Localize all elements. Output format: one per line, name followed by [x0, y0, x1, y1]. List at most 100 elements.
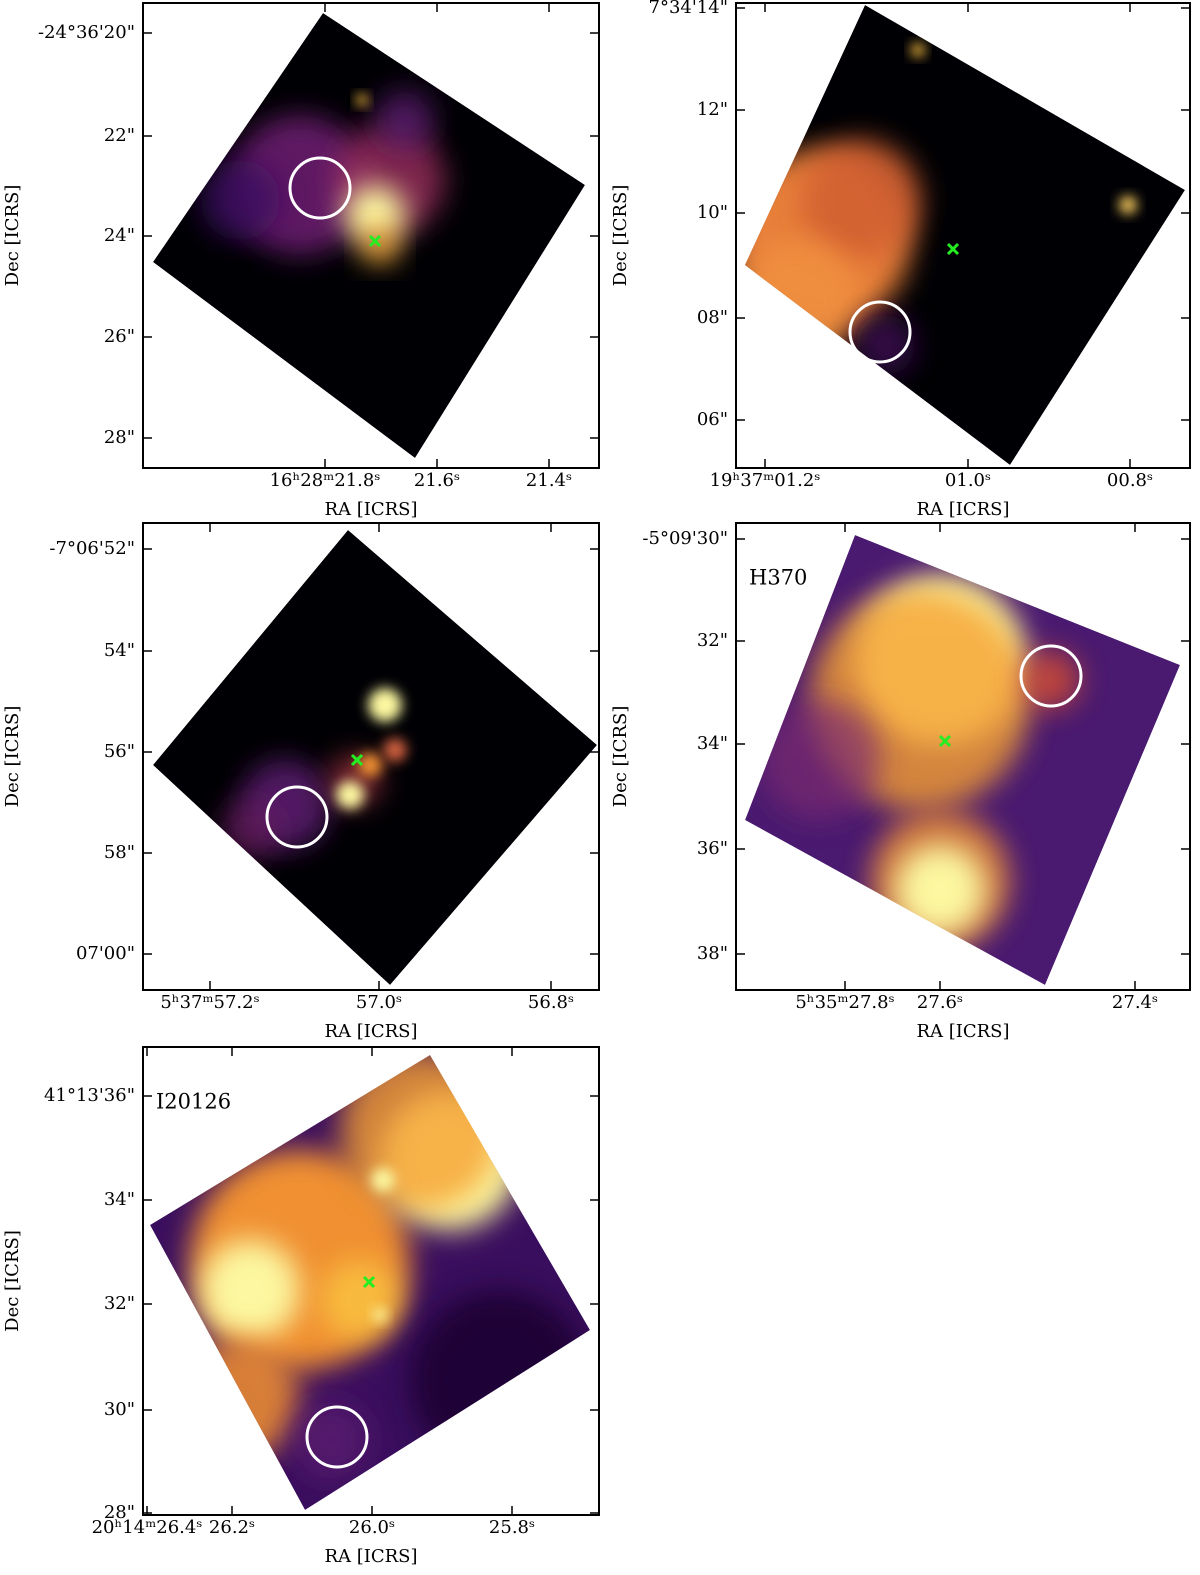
- panel: 7°34'14" 12" 10" 08" 06" 19ʰ37ᵐ01.2ˢ 01.0ˢ 00.8…: [610, 0, 1191, 520]
- x-tick-label: 16ʰ28ᵐ21.8ˢ: [270, 470, 381, 491]
- y-tick-label: -5°09'30": [642, 528, 728, 549]
- aperture: [1019, 644, 1083, 708]
- y-tick-label: -7°06'52": [49, 538, 135, 559]
- x-tick-label: 25.8ˢ: [489, 1517, 535, 1538]
- y-tick-label: 22": [104, 125, 135, 146]
- emission: [200, 1240, 300, 1340]
- emission: [345, 185, 405, 245]
- image: [153, 530, 597, 985]
- y-tick-label: 54": [104, 640, 135, 661]
- y-tick-label: -24°36'20": [38, 22, 135, 43]
- emission: [340, 1055, 500, 1210]
- panel-label: H370: [749, 566, 807, 590]
- source: [373, 1308, 387, 1322]
- x-tick-label: 00.8ˢ: [1107, 470, 1153, 491]
- y-tick-label: 10": [697, 202, 728, 223]
- x-tick-label: 20ʰ14ᵐ26.4ˢ: [92, 1517, 203, 1538]
- protostar-marker: [938, 734, 952, 748]
- source: [358, 753, 382, 777]
- aperture: [265, 785, 329, 849]
- y-tick-label: 06": [697, 409, 728, 430]
- y-axis-label: Dec [ICRS]: [610, 706, 631, 808]
- y-axis-label: Dec [ICRS]: [2, 185, 23, 287]
- x-axis-label: RA [ICRS]: [916, 499, 1009, 520]
- y-tick-label: 32": [104, 1293, 135, 1314]
- image: [745, 5, 1185, 465]
- x-tick-label: 56.8ˢ: [528, 992, 574, 1013]
- y-tick-label: 38": [697, 943, 728, 964]
- panel-label: H153: [156, 566, 214, 590]
- x-tick-label: 27.4ˢ: [1112, 992, 1158, 1013]
- emission: [800, 140, 920, 260]
- emission: [895, 845, 985, 935]
- aperture: [848, 300, 912, 364]
- source: [368, 688, 402, 722]
- emission: [760, 700, 880, 820]
- x-tick-label: 27.6ˢ: [917, 992, 963, 1013]
- x-axis-label: RA [ICRS]: [324, 1546, 417, 1567]
- x-tick-label: 19ʰ37ᵐ01.2ˢ: [710, 470, 821, 491]
- x-tick-label: 5ʰ35ᵐ27.8ˢ: [795, 992, 894, 1013]
- source: [356, 94, 368, 106]
- y-tick-label: 30": [104, 1399, 135, 1420]
- protostar-marker: [362, 1275, 376, 1289]
- frame: [735, 522, 1191, 991]
- emission: [1020, 650, 1080, 710]
- y-tick-label: 07'00": [76, 943, 135, 964]
- x-tick-label: 01.0ˢ: [945, 470, 991, 491]
- y-tick-label: 08": [697, 307, 728, 328]
- image: [153, 13, 585, 458]
- panel: -7°06'52" 54" 56" 58" 07'00" 5ʰ37ᵐ57.2ˢ 57.0ˢ 5…: [2, 522, 600, 1042]
- emission: [320, 1260, 400, 1340]
- y-axis-label: Dec [ICRS]: [2, 706, 23, 808]
- y-tick-label: 12": [697, 99, 728, 120]
- y-tick-label: 41°13'36": [44, 1085, 135, 1106]
- panel-label: I20126: [156, 1090, 231, 1114]
- panel-label: B335: [749, 46, 805, 70]
- protostar-marker: [946, 242, 960, 256]
- image-bg: [745, 5, 1185, 465]
- y-axis-label: Dec [ICRS]: [610, 185, 631, 287]
- x-axis-label: RA [ICRS]: [916, 1021, 1009, 1042]
- x-tick-label: 57.0ˢ: [356, 992, 402, 1013]
- panel: -5°09'30" 32" 34" 36" 38" 5ʰ35ᵐ27.8ˢ 27.6ˢ 27.4…: [610, 522, 1191, 1042]
- y-tick-label: 7°34'14": [649, 0, 729, 18]
- source: [1119, 196, 1137, 214]
- aperture: [305, 1405, 369, 1469]
- frame: [142, 1046, 600, 1516]
- y-tick-label: 36": [697, 838, 728, 859]
- protostar-marker: [350, 753, 364, 767]
- y-tick-label: 34": [104, 1189, 135, 1210]
- y-tick-label: 56": [104, 741, 135, 762]
- y-tick-label: 32": [697, 630, 728, 651]
- emission: [200, 160, 280, 240]
- aperture: [288, 156, 352, 220]
- emission: [375, 90, 435, 150]
- x-tick-label: 26.0ˢ: [349, 1517, 395, 1538]
- y-tick-label: 34": [697, 733, 728, 754]
- frame: [735, 2, 1191, 469]
- x-tick-label: 26.2ˢ: [209, 1517, 255, 1538]
- source: [383, 738, 407, 762]
- frame: [142, 522, 600, 991]
- x-axis-label: RA [ICRS]: [324, 1021, 417, 1042]
- protostar-marker: [368, 234, 382, 248]
- emission: [745, 240, 860, 360]
- y-tick-label: 28": [104, 1502, 135, 1523]
- source: [336, 781, 364, 809]
- source: [911, 43, 925, 57]
- panel: -24°36'20" 22" 24" 26" 28" 16ʰ28ᵐ21.8ˢ 21.6ˢ 21…: [2, 2, 600, 520]
- panel: 41°13'36" 34" 32" 30" 28"20ʰ14ᵐ26.4ˢ 26.2ˢ 26.…: [2, 1046, 600, 1567]
- x-tick-label: 21.6ˢ: [414, 470, 460, 491]
- y-tick-label: 24": [104, 225, 135, 246]
- y-tick-label: 58": [104, 842, 135, 863]
- x-tick-label: 21.4ˢ: [526, 470, 572, 491]
- emission: [410, 1290, 590, 1470]
- y-tick-label: 28": [104, 427, 135, 448]
- image: [745, 535, 1180, 985]
- emission: [290, 1400, 370, 1480]
- y-tick-label: 26": [104, 326, 135, 347]
- y-axis-label: Dec [ICRS]: [2, 1230, 23, 1332]
- panel-label: I16253: [156, 46, 231, 70]
